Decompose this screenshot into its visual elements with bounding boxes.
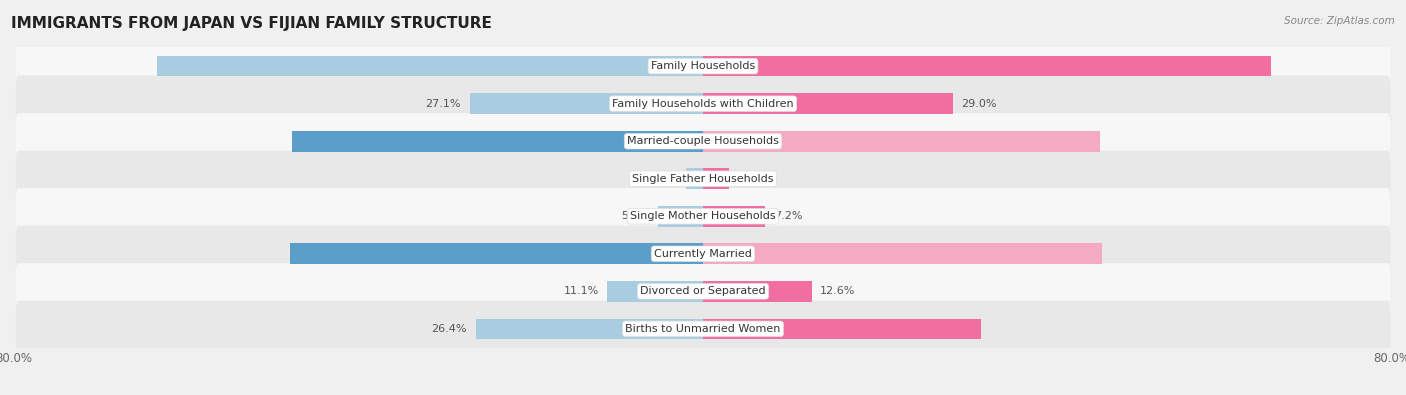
- Bar: [703, 93, 953, 114]
- Bar: [703, 56, 1271, 77]
- FancyBboxPatch shape: [15, 301, 1391, 357]
- Text: Currently Married: Currently Married: [654, 249, 752, 259]
- FancyBboxPatch shape: [15, 75, 1391, 132]
- Bar: [703, 168, 728, 189]
- Text: Married-couple Households: Married-couple Households: [627, 136, 779, 146]
- Text: 27.1%: 27.1%: [426, 99, 461, 109]
- Text: 63.4%: 63.4%: [686, 61, 724, 71]
- Bar: [703, 281, 811, 302]
- Text: 2.0%: 2.0%: [648, 174, 678, 184]
- Text: 11.1%: 11.1%: [564, 286, 599, 296]
- Bar: [703, 206, 765, 227]
- Text: 26.4%: 26.4%: [432, 324, 467, 334]
- Bar: [658, 206, 703, 227]
- Text: 29.0%: 29.0%: [962, 99, 997, 109]
- Bar: [686, 168, 703, 189]
- Text: Family Households with Children: Family Households with Children: [612, 99, 794, 109]
- Text: 32.3%: 32.3%: [682, 324, 720, 334]
- Text: Single Mother Households: Single Mother Households: [630, 211, 776, 221]
- Text: Divorced or Separated: Divorced or Separated: [640, 286, 766, 296]
- Bar: [470, 93, 703, 114]
- Bar: [607, 281, 703, 302]
- Bar: [475, 318, 703, 339]
- FancyBboxPatch shape: [15, 113, 1391, 169]
- Text: Source: ZipAtlas.com: Source: ZipAtlas.com: [1284, 16, 1395, 26]
- Bar: [157, 56, 703, 77]
- Text: 47.7%: 47.7%: [686, 136, 724, 146]
- Text: 3.0%: 3.0%: [738, 174, 766, 184]
- FancyBboxPatch shape: [15, 38, 1391, 94]
- Bar: [292, 131, 703, 152]
- Text: 46.3%: 46.3%: [682, 249, 720, 259]
- Bar: [703, 243, 1102, 264]
- Bar: [703, 131, 1099, 152]
- Text: Family Households: Family Households: [651, 61, 755, 71]
- Text: 12.6%: 12.6%: [820, 286, 855, 296]
- Text: Births to Unmarried Women: Births to Unmarried Women: [626, 324, 780, 334]
- FancyBboxPatch shape: [15, 150, 1391, 207]
- Bar: [703, 318, 981, 339]
- Text: 46.1%: 46.1%: [682, 136, 720, 146]
- Text: 65.9%: 65.9%: [682, 61, 720, 71]
- Text: Single Father Households: Single Father Households: [633, 174, 773, 184]
- FancyBboxPatch shape: [15, 226, 1391, 282]
- Text: IMMIGRANTS FROM JAPAN VS FIJIAN FAMILY STRUCTURE: IMMIGRANTS FROM JAPAN VS FIJIAN FAMILY S…: [11, 16, 492, 31]
- Bar: [290, 243, 703, 264]
- Text: 5.2%: 5.2%: [621, 211, 650, 221]
- FancyBboxPatch shape: [15, 263, 1391, 320]
- Text: 7.2%: 7.2%: [773, 211, 801, 221]
- FancyBboxPatch shape: [15, 188, 1391, 245]
- Text: 48.0%: 48.0%: [686, 249, 724, 259]
